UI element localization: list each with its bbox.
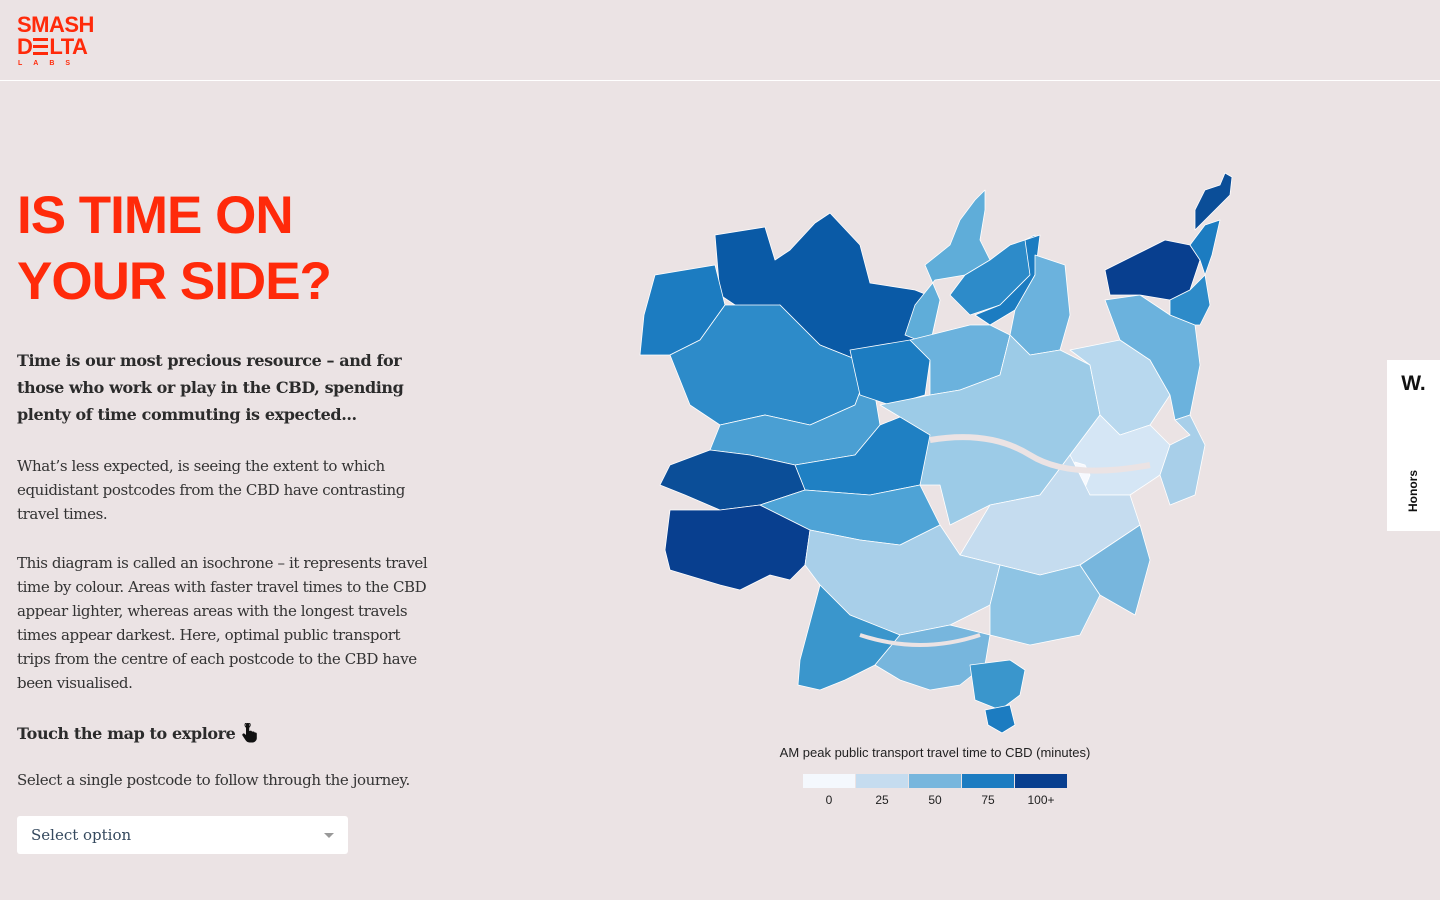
map-region[interactable] [969, 659, 1026, 711]
isochrone-map[interactable] [630, 165, 1250, 745]
map-region[interactable] [989, 564, 1101, 646]
explore-heading: Touch the map to explore [17, 723, 437, 743]
logo-d: D [17, 34, 33, 59]
map-region[interactable] [1189, 219, 1221, 276]
legend-color-scale [770, 774, 1100, 788]
awwwards-honors-badge[interactable]: W. Honors [1387, 360, 1440, 531]
map-region[interactable] [849, 339, 931, 406]
map-region[interactable] [797, 584, 901, 691]
logo-lta: LTA [49, 34, 88, 59]
river-waterway [859, 633, 981, 647]
legend-labels: 0 25 50 75 100+ [770, 793, 1100, 807]
chevron-down-icon[interactable] [324, 832, 334, 838]
legend-label: 25 [875, 793, 889, 807]
harbour-waterway [929, 434, 1151, 474]
title-line-1: IS TIME ON [17, 186, 294, 245]
legend-swatch-100 [1015, 774, 1067, 788]
legend-label: 0 [825, 793, 833, 807]
logo-line-2: D LTA [17, 36, 112, 58]
paragraph-2: This diagram is called an isochrone – it… [17, 554, 428, 692]
logo-line-3: LABS [18, 60, 82, 67]
explore-label: Touch the map to explore [17, 723, 236, 743]
page-title: IS TIME ON YOUR SIDE? [17, 183, 437, 315]
map-region[interactable] [984, 704, 1016, 734]
intro-panel: IS TIME ON YOUR SIDE? Time is our most p… [17, 183, 437, 854]
postcode-select-value: Select option [31, 826, 132, 844]
map-region[interactable] [904, 189, 991, 346]
logo-line-1: SMASH [17, 12, 94, 37]
legend-swatch-50 [909, 774, 961, 788]
legend-label: 100+ [1027, 793, 1055, 807]
map-region[interactable] [1159, 414, 1206, 506]
legend-title: AM peak public transport travel time to … [779, 745, 1091, 760]
lead-paragraph: Time is our most precious resource – and… [17, 351, 404, 424]
legend-label: 75 [981, 793, 995, 807]
pointing-hand-icon [242, 723, 258, 743]
legend-swatch-25 [856, 774, 908, 788]
paragraph-1: What’s less expected, is seeing the exte… [17, 457, 405, 523]
select-hint: Select a single postcode to follow throu… [17, 771, 410, 789]
honors-label: Honors [1406, 470, 1420, 512]
map-legend: AM peak public transport travel time to … [770, 745, 1100, 807]
legend-swatch-75 [962, 774, 1014, 788]
legend-swatch-0 [803, 774, 855, 788]
logo-e-bars-icon [33, 38, 49, 55]
smash-delta-labs-logo[interactable]: SMASH D LTA LABS [17, 12, 112, 68]
postcode-select[interactable]: Select option [17, 816, 348, 854]
map-region[interactable] [1169, 274, 1211, 326]
map-region[interactable] [1194, 172, 1233, 231]
map-region[interactable] [1104, 239, 1201, 301]
map-region[interactable] [1079, 524, 1151, 616]
legend-label: 50 [928, 793, 942, 807]
awwwards-logo-icon: W. [1401, 372, 1426, 395]
site-header: SMASH D LTA LABS [0, 0, 1440, 81]
title-line-2: YOUR SIDE? [17, 252, 332, 311]
